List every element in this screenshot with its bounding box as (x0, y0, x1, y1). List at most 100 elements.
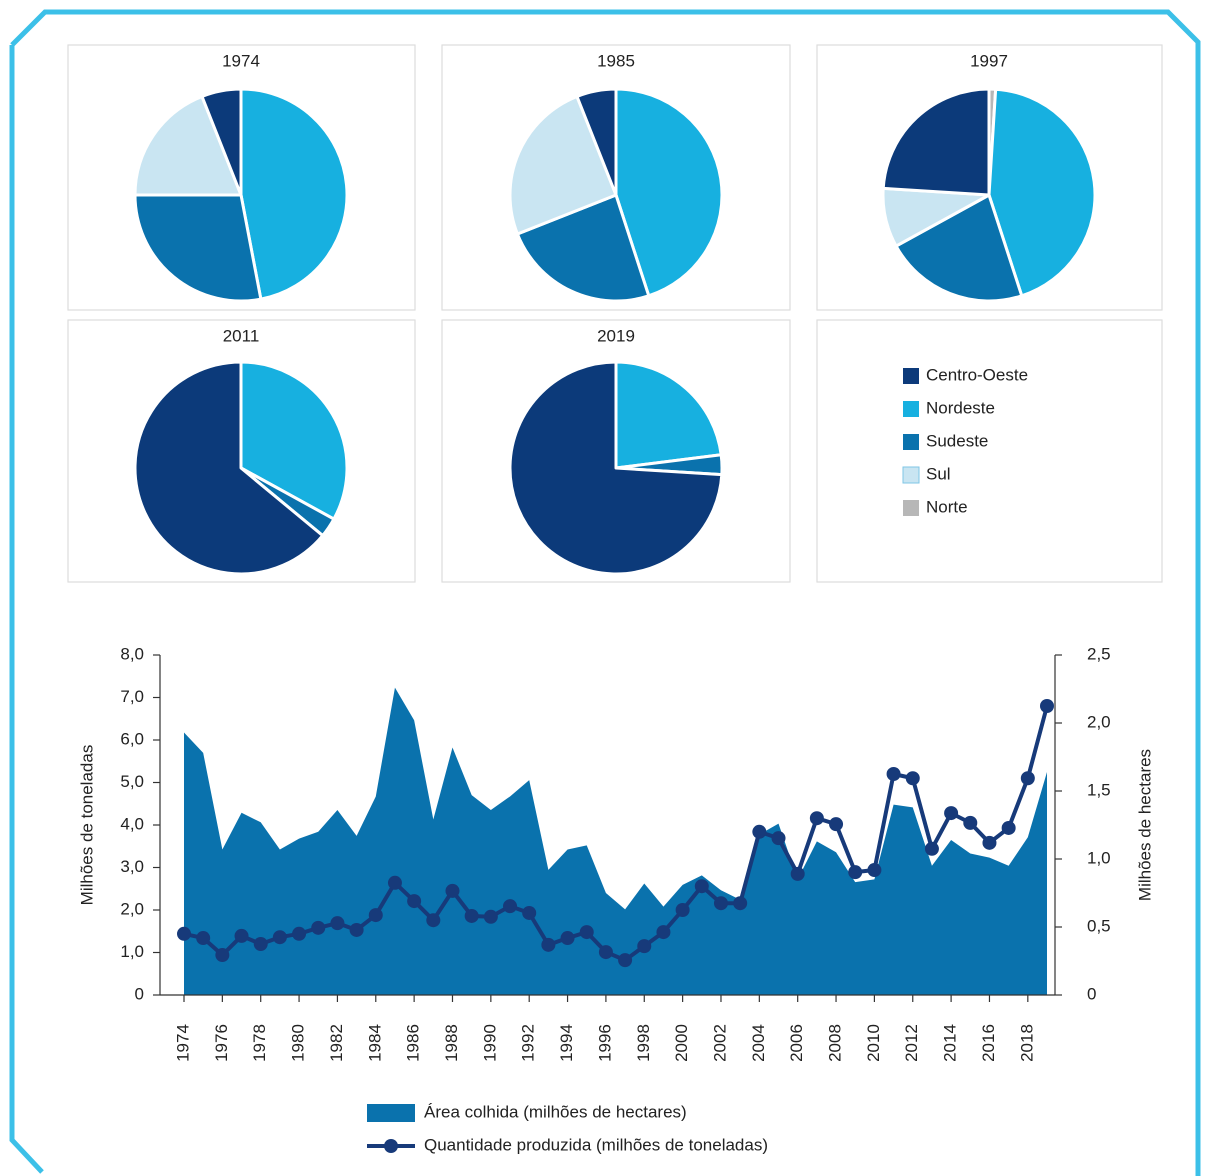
y-tick-label: 3,0 (120, 857, 144, 876)
x-tick-label: 2010 (864, 1024, 883, 1062)
y-tick-label: 2,0 (120, 899, 144, 918)
line-point (368, 908, 383, 923)
pie-title: 2011 (223, 326, 260, 345)
line-point (349, 922, 364, 937)
line-point (752, 824, 767, 839)
line-point (483, 909, 498, 924)
pie-slice (200, 87, 243, 197)
legend-swatch (902, 466, 920, 484)
x-tick-label: 1996 (595, 1024, 614, 1062)
line-point (464, 908, 479, 923)
pie-slice (133, 360, 325, 576)
x-tick-label: 1986 (404, 1024, 423, 1062)
y-tick-label: 8,0 (120, 644, 144, 663)
line-point (272, 930, 287, 945)
x-tick-label: 1998 (634, 1024, 653, 1062)
y2-tick-label: 1,0 (1087, 848, 1111, 867)
x-tick-label: 1976 (212, 1024, 231, 1062)
line-point (196, 931, 211, 946)
x-tick-label: 1992 (519, 1024, 538, 1062)
panel (441, 319, 791, 583)
pie-slice (508, 360, 724, 576)
x-tick-label: 2002 (710, 1024, 729, 1062)
x-tick-label: 1974 (173, 1024, 192, 1062)
y-axis-title: Milhões de toneladas (77, 745, 96, 906)
y2-tick-label: 2,5 (1087, 644, 1111, 663)
line-point (292, 926, 307, 941)
line-point (963, 815, 978, 830)
line-point (982, 835, 997, 850)
y-tick-label: 1,0 (120, 942, 144, 961)
line-point (541, 937, 556, 952)
panel (67, 44, 416, 311)
line-point (618, 953, 633, 968)
x-tick-label: 2018 (1017, 1024, 1036, 1062)
x-tick-label: 1982 (327, 1024, 346, 1062)
x-tick-label: 2004 (749, 1024, 768, 1062)
pie-slice (614, 360, 723, 470)
line-point (311, 920, 326, 935)
line-point (733, 896, 748, 911)
pie-slice (133, 94, 243, 197)
line-point (886, 767, 901, 781)
line-point (675, 903, 690, 917)
pie-title: 1997 (970, 51, 1008, 70)
line-point (387, 875, 402, 890)
legend-label: Área colhida (milhões de hectares) (424, 1102, 687, 1121)
y2-tick-label: 0 (1087, 984, 1096, 1003)
x-tick-label: 1984 (365, 1024, 384, 1062)
y-tick-label: 0 (135, 984, 144, 1003)
legend-swatch (903, 500, 919, 516)
legend-swatch (903, 401, 919, 417)
x-tick-label: 1988 (442, 1024, 461, 1062)
legend-swatch (903, 368, 919, 384)
line-point (944, 806, 959, 821)
x-tick-label: 2014 (941, 1024, 960, 1062)
line-point (771, 831, 786, 846)
legend-label: Centro-Oeste (926, 365, 1028, 384)
pie-slice (239, 87, 349, 301)
line-point (215, 948, 230, 963)
legend-marker (384, 1139, 398, 1153)
line-point (234, 928, 249, 943)
line-point (694, 879, 709, 894)
legend-swatch (367, 1104, 415, 1122)
legend-label: Quantidade produzida (milhões de tonelad… (424, 1135, 768, 1154)
x-tick-label: 1990 (480, 1024, 499, 1062)
panel (67, 319, 416, 583)
line-point (503, 899, 518, 914)
line-point (848, 865, 863, 880)
line (183, 705, 1049, 963)
line-point (924, 841, 939, 856)
line-point (407, 894, 422, 909)
pie-slice (881, 87, 991, 197)
panel (816, 319, 1163, 583)
pie-title: 1985 (597, 51, 635, 70)
line-point (1040, 699, 1054, 713)
legend-label: Sudeste (926, 431, 988, 450)
x-tick-label: 1994 (557, 1024, 576, 1062)
pie-title: 1974 (222, 51, 260, 70)
legend-label: Norte (926, 497, 968, 516)
pie-slice (894, 193, 1024, 303)
x-tick-label: 2012 (902, 1024, 921, 1062)
legend-label: Sul (926, 464, 951, 483)
line-point (790, 866, 805, 881)
line-point (426, 913, 441, 928)
line-point (656, 925, 671, 940)
area (184, 687, 1047, 995)
pie-slice (575, 87, 618, 197)
y-tick-label: 5,0 (120, 772, 144, 791)
y2-tick-label: 0,5 (1087, 916, 1111, 935)
pie-slice (614, 87, 724, 298)
line-point (445, 883, 460, 898)
x-tick-label: 2008 (826, 1024, 845, 1062)
y2-tick-label: 1,5 (1087, 780, 1111, 799)
x-tick-label: 2000 (672, 1024, 691, 1062)
legend-label: Nordeste (926, 398, 995, 417)
line-point (560, 931, 575, 946)
line-point (253, 937, 268, 951)
line-point (713, 896, 728, 911)
line-point (522, 905, 537, 920)
y2-axis-title: Milhões de hectares (1135, 749, 1154, 901)
